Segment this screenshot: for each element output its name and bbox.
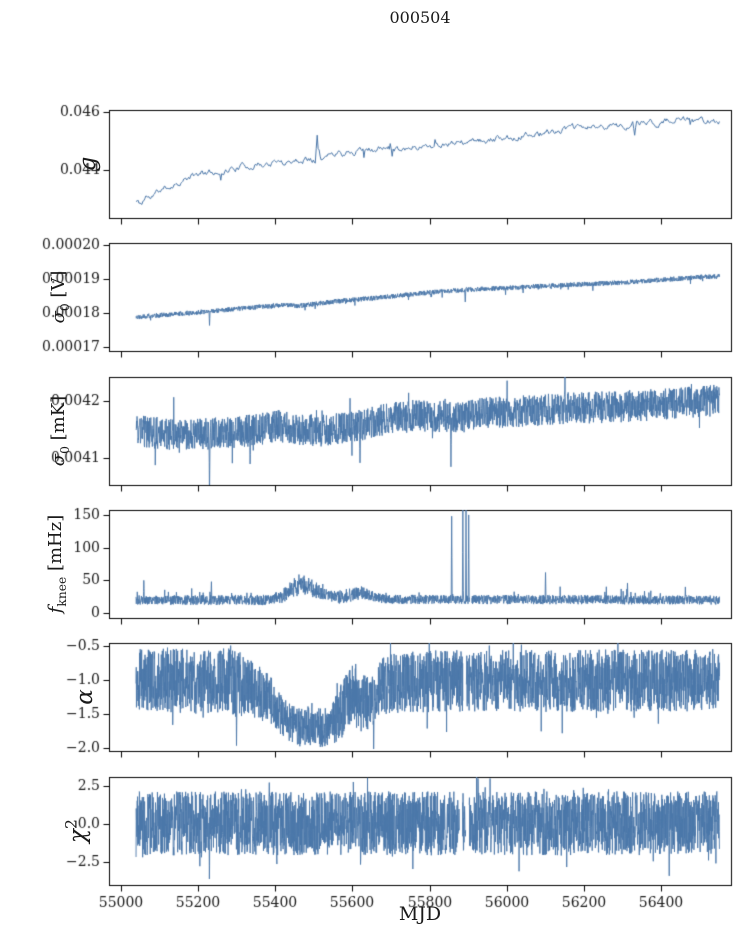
ylabel-main: σ xyxy=(48,311,70,324)
y-axis-label-g: g xyxy=(71,157,104,172)
y-axis-label-sigma0-mk: σ0 [mK] xyxy=(46,396,72,466)
ylabel-sub: 0 xyxy=(57,303,72,312)
ylabel-sup: 2 xyxy=(61,819,81,830)
y-axis-label-fknee: fknee [mHz] xyxy=(43,515,69,613)
y-axis-label-sigma0-v: σ0 [V] xyxy=(46,271,72,324)
ylabel-unit: [mHz] xyxy=(45,514,67,577)
ylabel-main: χ xyxy=(65,829,92,843)
chart-title: 000504 xyxy=(389,8,451,27)
y-axis-label-alpha: α xyxy=(68,689,101,705)
ylabel-main: α xyxy=(72,689,99,705)
ylabel-main: σ xyxy=(48,453,70,467)
ylabel-sub: knee xyxy=(54,576,69,607)
ylabel-main: g xyxy=(75,156,102,172)
y-axis-label-chi2: χ2 xyxy=(61,819,94,843)
x-axis-label: MJD xyxy=(398,903,442,925)
ylabel-unit: [mK] xyxy=(48,395,70,447)
ylabel-sub: 0 xyxy=(57,446,72,454)
ylabel-main: f xyxy=(45,606,67,614)
ylabel-unit: [V] xyxy=(48,270,70,304)
